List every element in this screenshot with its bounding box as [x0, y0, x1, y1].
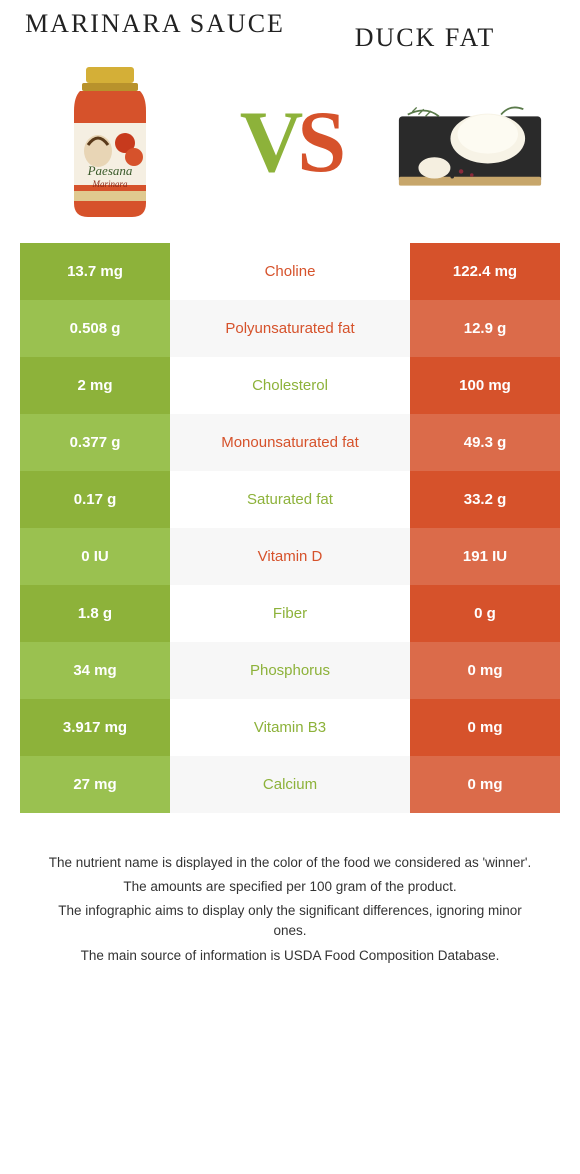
footer-line-2: The amounts are specified per 100 gram o… — [40, 877, 540, 897]
right-value-cell: 0 mg — [410, 642, 560, 699]
nutrient-name-cell: Phosphorus — [170, 642, 410, 699]
left-food-title: MARINARA SAUCE — [20, 10, 290, 39]
table-row: 0.508 gPolyunsaturated fat12.9 g — [20, 300, 560, 357]
right-value-cell: 33.2 g — [410, 471, 560, 528]
table-row: 1.8 gFiber0 g — [20, 585, 560, 642]
right-value-cell: 0 mg — [410, 699, 560, 756]
left-value-cell: 1.8 g — [20, 585, 170, 642]
left-value-cell: 27 mg — [20, 756, 170, 813]
left-value-cell: 13.7 mg — [20, 243, 170, 300]
right-value-cell: 0 mg — [410, 756, 560, 813]
nutrient-name-cell: Cholesterol — [170, 357, 410, 414]
nutrient-name-cell: Fiber — [170, 585, 410, 642]
nutrient-name-cell: Vitamin D — [170, 528, 410, 585]
hero-row: Paesana Marinara VS — [0, 53, 580, 243]
vs-v: V — [240, 94, 298, 191]
footer-line-3: The infographic aims to display only the… — [40, 901, 540, 942]
nutrient-name-cell: Calcium — [170, 756, 410, 813]
footer-notes: The nutrient name is displayed in the co… — [0, 813, 580, 966]
left-value-cell: 3.917 mg — [20, 699, 170, 756]
left-food-image: Paesana Marinara — [30, 63, 190, 223]
header: MARINARA SAUCE DUCK FAT — [0, 0, 580, 53]
table-row: 0 IUVitamin D191 IU — [20, 528, 560, 585]
right-value-cell: 100 mg — [410, 357, 560, 414]
left-value-cell: 34 mg — [20, 642, 170, 699]
marinara-jar-icon: Paesana Marinara — [50, 63, 170, 223]
right-value-cell: 191 IU — [410, 528, 560, 585]
svg-text:Marinara: Marinara — [91, 179, 128, 189]
table-row: 13.7 mgCholine122.4 mg — [20, 243, 560, 300]
table-row: 0.17 gSaturated fat33.2 g — [20, 471, 560, 528]
left-title-col: MARINARA SAUCE — [20, 10, 290, 39]
nutrient-name-cell: Vitamin B3 — [170, 699, 410, 756]
right-value-cell: 49.3 g — [410, 414, 560, 471]
footer-line-4: The main source of information is USDA F… — [40, 946, 540, 966]
left-value-cell: 0.508 g — [20, 300, 170, 357]
nutrient-name-cell: Saturated fat — [170, 471, 410, 528]
right-title-col: DUCK FAT — [290, 10, 560, 53]
nutrient-name-cell: Polyunsaturated fat — [170, 300, 410, 357]
right-value-cell: 122.4 mg — [410, 243, 560, 300]
right-value-cell: 0 g — [410, 585, 560, 642]
vs-s: S — [297, 94, 340, 191]
footer-line-1: The nutrient name is displayed in the co… — [40, 853, 540, 873]
right-food-image — [390, 63, 550, 223]
right-value-cell: 12.9 g — [410, 300, 560, 357]
left-value-cell: 2 mg — [20, 357, 170, 414]
table-row: 3.917 mgVitamin B30 mg — [20, 699, 560, 756]
table-row: 27 mgCalcium0 mg — [20, 756, 560, 813]
left-value-cell: 0.17 g — [20, 471, 170, 528]
table-row: 2 mgCholesterol100 mg — [20, 357, 560, 414]
right-food-title: DUCK FAT — [290, 10, 560, 53]
comparison-table: 13.7 mgCholine122.4 mg0.508 gPolyunsatur… — [20, 243, 560, 813]
table-row: 0.377 gMonounsaturated fat49.3 g — [20, 414, 560, 471]
duck-fat-icon — [390, 83, 550, 203]
nutrient-name-cell: Choline — [170, 243, 410, 300]
nutrient-name-cell: Monounsaturated fat — [170, 414, 410, 471]
left-value-cell: 0.377 g — [20, 414, 170, 471]
svg-text:Paesana: Paesana — [87, 163, 133, 178]
vs-label: VS — [240, 92, 341, 193]
left-value-cell: 0 IU — [20, 528, 170, 585]
table-row: 34 mgPhosphorus0 mg — [20, 642, 560, 699]
